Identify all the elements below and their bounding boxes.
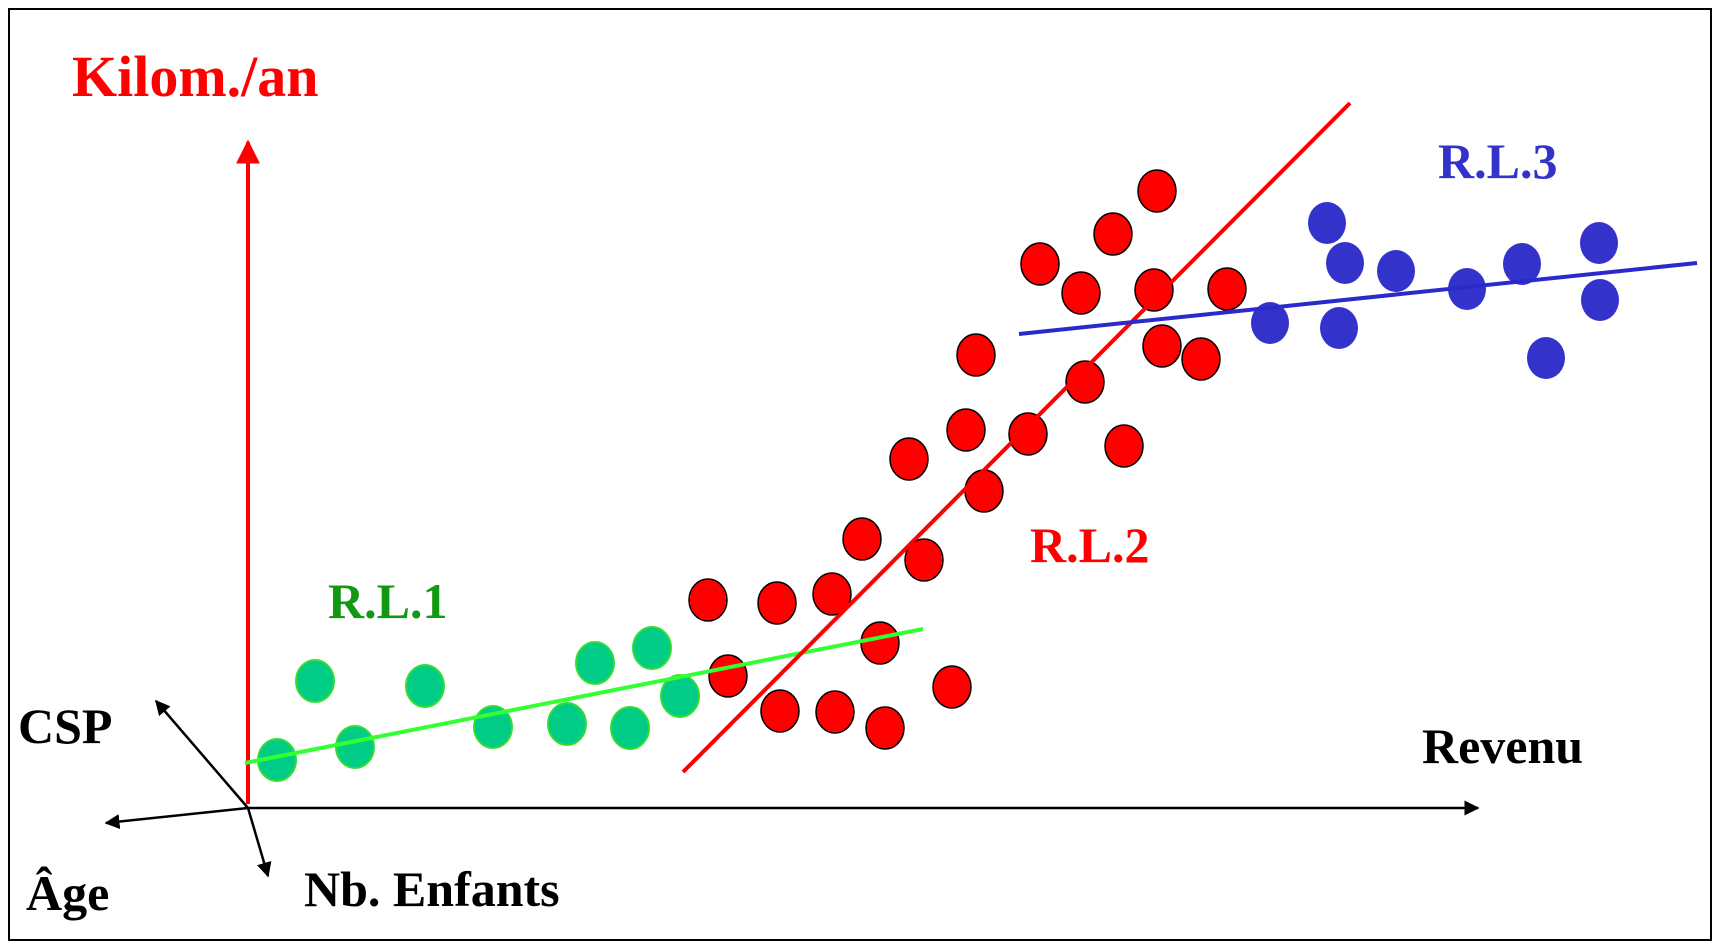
data-point-rl2 [1093,212,1133,256]
children-label: Nb. Enfants [304,861,560,917]
data-point-rl2 [1104,424,1144,468]
data-point-rl2 [815,690,855,734]
data-point-rl1 [575,641,615,685]
data-point-rl3 [1581,279,1619,321]
data-point-rl2 [1020,242,1060,286]
data-point-rl2 [964,469,1004,513]
csp-axis [155,699,249,809]
data-point-rl3 [1320,307,1358,349]
data-point-rl1 [405,664,445,708]
series-label-rl2: R.L.2 [1030,517,1149,573]
data-point-rl2 [1065,360,1105,404]
data-point-rl1 [295,659,335,703]
data-point-rl2 [904,538,944,582]
data-point-rl2 [757,581,797,625]
data-point-rl1 [610,706,650,750]
data-point-rl1 [335,725,375,769]
series-label-rl1: R.L.1 [328,573,447,629]
data-point-rl3 [1308,202,1346,244]
data-point-rl2 [956,333,996,377]
data-point-rl3 [1251,302,1289,344]
data-point-rl2 [1134,268,1174,312]
data-point-rl1 [547,702,587,746]
regression-line-rl2 [681,101,1352,774]
children-axis [246,807,272,878]
data-point-rl3 [1503,243,1541,285]
data-point-rl3 [1580,222,1618,264]
csp-label: CSP [18,698,112,754]
data-point-rl2 [1061,271,1101,315]
regression-line-rl1 [244,627,924,765]
data-point-rl2 [865,706,905,750]
chart-frame [8,8,1712,941]
data-point-rl2 [1181,337,1221,381]
data-point-rl2 [1008,412,1048,456]
x-axis-label: Revenu [1422,718,1583,774]
data-point-rl2 [1207,267,1247,311]
data-point-rl2 [932,665,972,709]
age-label: Âge [26,865,109,921]
data-point-rl3 [1377,250,1415,292]
data-point-rl2 [1137,169,1177,213]
data-point-rl2 [860,621,900,665]
age-axis [104,806,249,830]
data-point-rl1 [632,626,672,670]
data-point-rl2 [688,578,728,622]
regression-line-rl3 [1018,261,1698,336]
data-point-rl2 [812,572,852,616]
data-point-rl2 [946,408,986,452]
y-axis-label: Kilom./an [72,44,319,109]
data-point-rl2 [889,437,929,481]
data-point-rl3 [1326,242,1364,284]
series-group [244,101,1698,782]
series-label-rl3: R.L.3 [1438,133,1557,189]
data-point-rl2 [708,654,748,698]
data-point-rl2 [842,517,882,561]
data-point-rl3 [1527,337,1565,379]
data-point-rl2 [760,689,800,733]
data-point-rl2 [1142,324,1182,368]
